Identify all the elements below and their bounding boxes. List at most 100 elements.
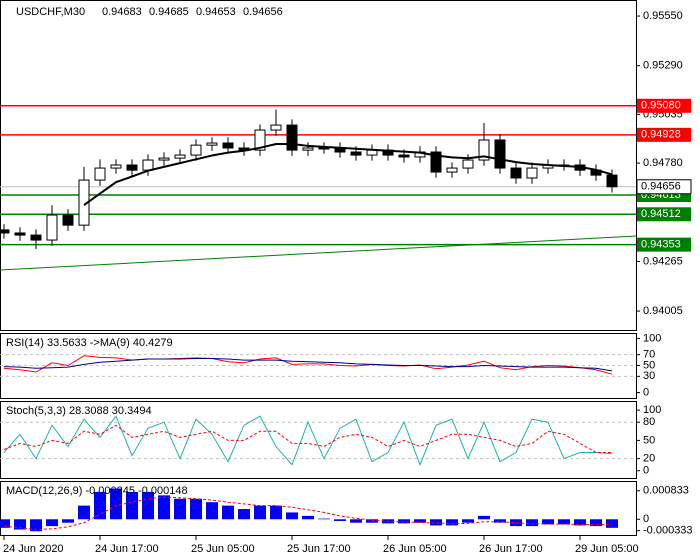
candle-body (174, 154, 186, 159)
candle-body (94, 167, 106, 181)
candle-body (190, 144, 202, 156)
indicator-line (3, 355, 613, 375)
candle-body (462, 159, 474, 169)
header-value: 0.94656 (243, 6, 283, 18)
candle-body (494, 139, 506, 169)
candle-body (46, 214, 58, 241)
level-label: 0.94928 (641, 129, 681, 141)
candle-body (606, 174, 618, 188)
candle-body (446, 167, 458, 173)
histogram-bar (350, 519, 362, 523)
histogram-bar (222, 505, 234, 520)
y-tick-label: 30 (643, 370, 655, 382)
histogram-bar (126, 491, 138, 520)
header-value: 0.94653 (196, 6, 236, 18)
candle-body (478, 139, 490, 161)
histogram-bar (158, 495, 170, 520)
current-price-label: 0.94656 (641, 181, 681, 193)
candle-body (254, 129, 266, 151)
current-price-tag (636, 179, 692, 195)
candle-body (0, 229, 10, 234)
histogram-bar (574, 519, 586, 526)
candle-body (142, 159, 154, 171)
histogram-bar (78, 505, 90, 520)
histogram-bar (398, 519, 410, 524)
macd-panel (0, 481, 637, 536)
candle-body (30, 234, 42, 241)
header-value: 0.94683 (102, 6, 142, 18)
y-tick-label: 0 (643, 465, 649, 477)
candle-body (222, 142, 234, 149)
y-tick-label: 70 (643, 349, 655, 361)
candle-body (510, 167, 522, 179)
indicator-line (3, 358, 613, 372)
y-tick-label: 50 (643, 434, 655, 446)
histogram-bar (478, 515, 490, 520)
level-tag (637, 207, 691, 222)
x-tick-label: 24 Jun 2020 (3, 543, 64, 555)
y-tick-label: 100 (643, 404, 661, 416)
histogram-bar (494, 519, 506, 523)
histogram-bar (14, 519, 26, 530)
y-tick-label: 50 (643, 359, 655, 371)
signal-line (3, 496, 613, 531)
x-tick-label: 25 Jun 05:00 (191, 543, 255, 555)
histogram-bar (62, 519, 74, 523)
histogram-bar (446, 519, 458, 526)
panel-title: Stoch(5,3,3) 28.3088 30.3494 (6, 405, 152, 417)
histogram-bar (190, 498, 202, 520)
histogram-bar (302, 515, 314, 520)
level-label: 0.94512 (641, 208, 681, 220)
level-tag (637, 127, 691, 142)
histogram-bar (110, 488, 122, 520)
candle-body (398, 154, 410, 158)
candle-body (430, 151, 442, 173)
y-tick-label: 20 (643, 453, 655, 465)
moving-average (83, 143, 613, 206)
histogram-bar (30, 519, 42, 532)
level-label: 0.95080 (641, 100, 681, 112)
x-tick-label: 29 Jun 05:00 (575, 543, 639, 555)
indicator-line (3, 415, 613, 467)
candle-body (62, 214, 74, 226)
histogram-bar (238, 509, 250, 520)
candle-body (206, 142, 218, 146)
y-tick-label: 0.95550 (643, 10, 683, 22)
level-label: 0.94353 (641, 239, 681, 251)
candle-body (110, 164, 122, 169)
x-tick-label: 26 Jun 05:00 (383, 543, 447, 555)
trend-line (0, 235, 637, 271)
candle-body (302, 147, 314, 151)
y-tick-label: -0.000333 (643, 525, 693, 537)
y-tick-label: 0.95290 (643, 60, 683, 72)
histogram-bar (174, 498, 186, 520)
candle-body (526, 167, 538, 179)
panel-title: MACD(12,26,9) -0.000245 -0.000148 (6, 485, 188, 497)
histogram-bar (270, 505, 282, 520)
y-tick-label: 0.94780 (643, 157, 683, 169)
header-value: 0.94685 (149, 6, 189, 18)
chart-title: USDCHF,M30 (16, 6, 85, 18)
histogram-bar (430, 519, 442, 526)
indicator-line (3, 424, 612, 453)
candle-body (350, 151, 362, 156)
histogram-bar (318, 518, 330, 520)
level-tag (637, 98, 691, 113)
candle-body (270, 124, 282, 131)
histogram-bar (590, 519, 602, 527)
histogram-bar (366, 519, 378, 523)
y-tick-label: 0.000833 (643, 485, 689, 497)
histogram-bar (462, 519, 474, 523)
histogram-bar (606, 519, 618, 528)
y-tick-label: 0.94265 (643, 255, 683, 267)
histogram-bar (286, 512, 298, 520)
x-tick-label: 26 Jun 17:00 (479, 543, 543, 555)
x-tick-label: 25 Jun 17:00 (287, 543, 351, 555)
y-tick-label: 80 (643, 416, 655, 428)
histogram-bar (254, 505, 266, 520)
y-tick-label: 0 (643, 386, 649, 398)
candle-body (286, 124, 298, 151)
candle-body (14, 232, 26, 236)
